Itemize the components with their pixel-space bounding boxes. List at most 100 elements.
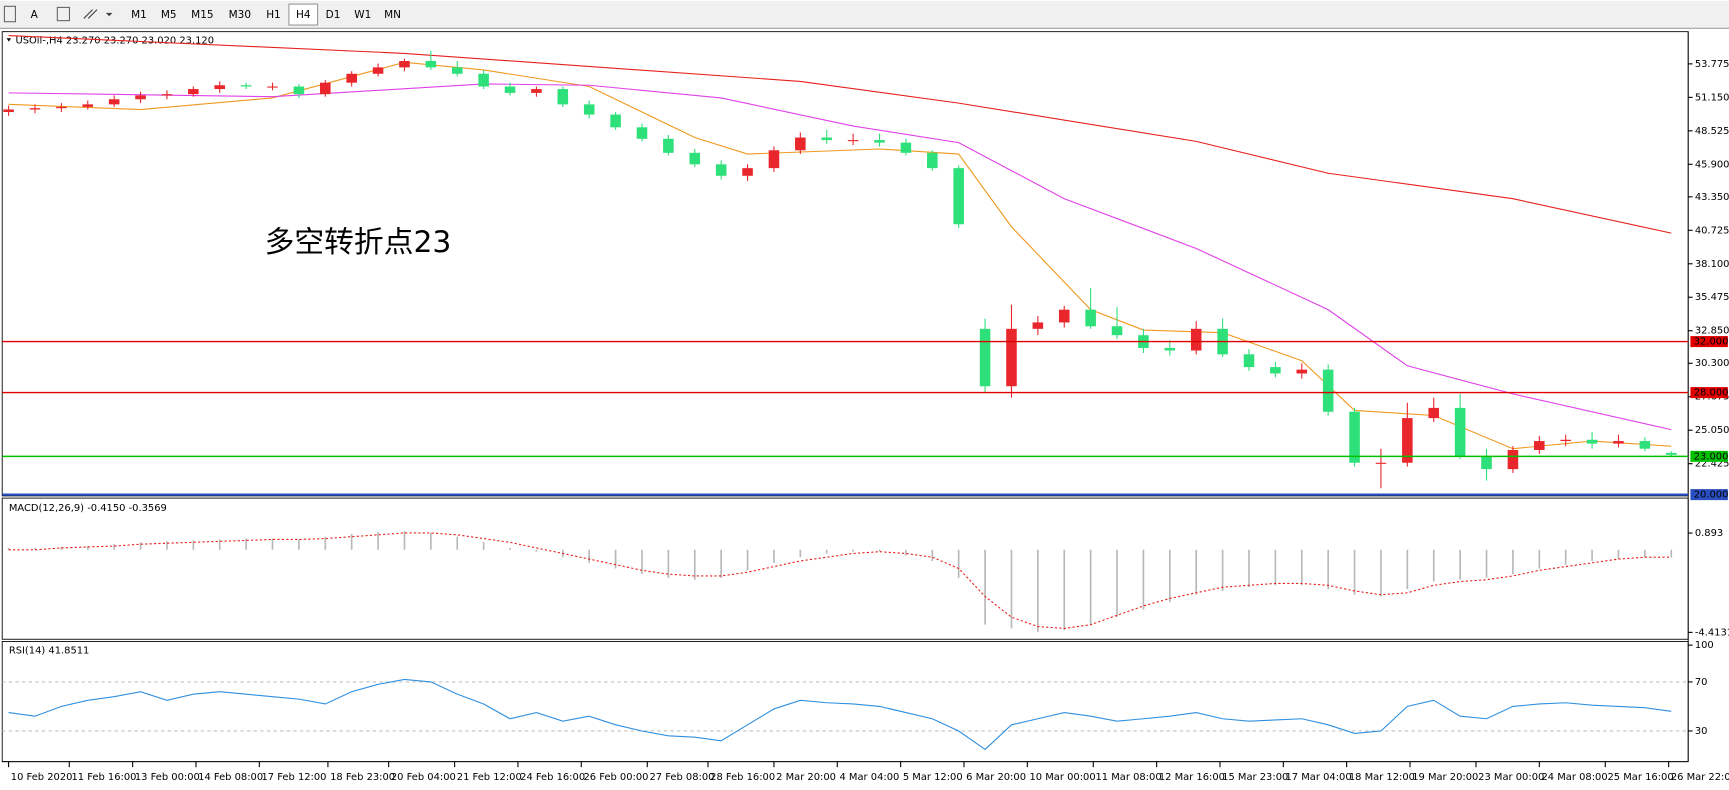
candle-body (1058, 309, 1070, 323)
candle-body (3, 109, 14, 113)
candle-body (1270, 367, 1281, 374)
chart-area: 53.775 51.150 48.525 45.900 43.350 40.725 38.1… (1, 31, 1729, 783)
candle-body (1349, 411, 1360, 463)
candle-body (1164, 347, 1176, 351)
level-label: 28.000 (1694, 388, 1729, 399)
candle-body (583, 104, 595, 115)
y-tick-label: 51.150 (1695, 92, 1729, 103)
candle-body (1375, 462, 1387, 464)
x-tick-label: 17 Feb 12:00 (262, 772, 327, 783)
y-tick-label: 25.050 (1695, 425, 1729, 436)
macd-signal (8, 532, 1672, 629)
candle-body (1085, 309, 1096, 327)
candle-body (346, 73, 357, 83)
y-tick-label: 40.725 (1695, 225, 1729, 236)
candle-body (214, 85, 225, 90)
level-label: 23.000 (1694, 451, 1729, 462)
label-button[interactable] (56, 6, 71, 22)
dropdown-arrow[interactable] (105, 12, 113, 17)
crosshair-button[interactable] (3, 5, 16, 23)
candle-body (399, 61, 410, 68)
candle-body (1534, 441, 1545, 450)
candle-body (29, 108, 41, 110)
timeframe-label[interactable]: W1 (354, 9, 371, 21)
x-tick-label: 24 Feb 16:00 (520, 772, 585, 783)
y-tick-label: 30 (1695, 726, 1708, 737)
candle-body (161, 94, 173, 96)
x-tick-label: 26 Feb 00:00 (583, 772, 648, 783)
x-tick-label: 17 Mar 04:00 (1286, 772, 1352, 783)
candle-body (1665, 452, 1677, 455)
x-tick-label: 27 Feb 08:00 (649, 772, 714, 783)
x-tick-label: 5 Mar 12:00 (903, 772, 963, 783)
candle-body (1639, 441, 1651, 449)
candle-body (425, 61, 437, 68)
level-label: 32.000 (1694, 337, 1729, 348)
timeframe-label[interactable]: M1 (131, 9, 147, 21)
candle-body (821, 137, 833, 141)
candle-body (1481, 456, 1492, 470)
objects-button[interactable] (83, 9, 98, 19)
timeframe-button[interactable] (288, 3, 319, 26)
moving-average (8, 61, 1672, 450)
candle-body (1111, 326, 1123, 336)
y-tick-label: 32.850 (1695, 326, 1729, 337)
timeframe-label[interactable]: H4 (296, 9, 311, 21)
timeframe-label[interactable]: H1 (266, 9, 281, 21)
y-tick-label: 43.350 (1695, 192, 1729, 203)
timeframe-label[interactable]: MN (384, 9, 401, 21)
rsi-line (8, 678, 1672, 751)
timeframe-buttons: M1 M5 M15 M30 H1 H4 D1 W1 MN (131, 3, 401, 26)
x-tick-label: 26 Mar 22:00 (1671, 772, 1729, 783)
x-tick-label: 10 Mar 00:00 (1030, 772, 1096, 783)
x-tick-label: 13 Feb 00:00 (135, 772, 200, 783)
x-tick-label: 10 Feb 2020 (11, 772, 73, 783)
x-tick-label: 12 Mar 16:00 (1159, 772, 1225, 783)
candle-body (742, 168, 753, 176)
candle-body (82, 104, 94, 107)
timeframe-label[interactable]: D1 (326, 9, 341, 21)
y-tick-label: 30.300 (1695, 358, 1729, 369)
candle-body (557, 89, 569, 105)
candle-body (874, 140, 885, 143)
macd-header: MACD(12,26,9) -0.4150 -0.3569 (9, 503, 167, 514)
level-label-box (1690, 450, 1728, 462)
x-tick-label: 15 Mar 23:00 (1222, 772, 1288, 783)
y-tick-label: 35.475 (1695, 292, 1729, 303)
timeframe-label[interactable]: M5 (161, 9, 177, 21)
candle-body (1190, 328, 1202, 351)
x-tick-label: 20 Feb 04:00 (391, 772, 456, 783)
rsi-header: RSI(14) 41.8511 (9, 645, 90, 656)
x-tick-label: 25 Mar 16:00 (1607, 772, 1673, 783)
x-tick-label: 11 Feb 16:00 (71, 772, 136, 783)
candle-body (1454, 407, 1466, 457)
candle-body (953, 168, 964, 225)
timeframe-label[interactable]: M15 (191, 9, 213, 21)
x-tick-label: 6 Mar 20:00 (966, 772, 1026, 783)
candle-body (372, 67, 384, 74)
candle-body (135, 95, 146, 100)
text-button[interactable]: A (31, 9, 39, 21)
x-tick-label: 4 Mar 04:00 (839, 772, 899, 783)
candle-body (267, 86, 278, 88)
candle-body (293, 86, 305, 95)
level-label-box (1690, 489, 1728, 501)
candle-body (1322, 369, 1334, 412)
candle-body (240, 85, 252, 87)
candle-body (188, 89, 199, 95)
y-tick-label: 70 (1695, 677, 1708, 688)
candle-body (689, 152, 701, 165)
candle-body (108, 99, 120, 105)
x-tick-label: 19 Mar 20:00 (1412, 772, 1478, 783)
y-tick-label: 0.893 (1695, 528, 1723, 539)
candle-body (715, 164, 727, 176)
x-tick-label: 21 Feb 12:00 (457, 772, 522, 783)
candle-body (795, 137, 806, 151)
candle-body (1402, 418, 1413, 463)
y-tick-label: -4.4131 (1695, 627, 1729, 638)
candle-body (320, 82, 331, 95)
timeframe-label[interactable]: M30 (229, 9, 251, 21)
x-tick-label: 14 Feb 08:00 (198, 772, 263, 783)
